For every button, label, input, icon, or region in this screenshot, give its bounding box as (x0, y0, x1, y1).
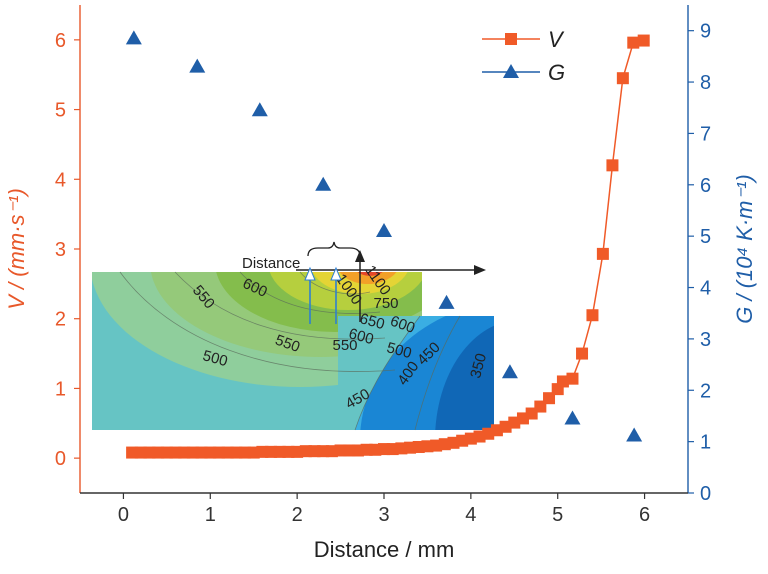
contour-label: 350 (467, 352, 490, 381)
y-right-tick-label: 2 (700, 380, 711, 402)
y-left-tick-label: 5 (55, 100, 66, 122)
x-tick-label: 4 (465, 504, 476, 526)
y-axis-right-label: G / (10⁴ K·m⁻¹) (732, 174, 757, 323)
y-left-tick-label: 2 (55, 309, 66, 331)
y-right-tick-label: 3 (700, 329, 711, 351)
series-g-point (125, 30, 142, 45)
series-v-point (556, 375, 569, 388)
legend-g-label: G (548, 60, 565, 85)
y-right-tick-label: 6 (700, 175, 711, 197)
y-left-tick-label: 0 (55, 448, 66, 470)
x-tick-label: 6 (639, 504, 650, 526)
series-v-point (616, 72, 629, 85)
legend-v-label: V (548, 27, 565, 52)
series-g-point (251, 102, 268, 117)
y-right-tick-label: 7 (700, 123, 711, 145)
y-left-tick-label: 3 (55, 239, 66, 261)
series-g-point (315, 176, 332, 191)
x-tick-label: 2 (292, 504, 303, 526)
series-v-point (566, 372, 579, 385)
y-left-tick-label: 6 (55, 30, 66, 52)
y-right-tick-label: 0 (700, 483, 711, 505)
x-tick-label: 1 (205, 504, 216, 526)
x-axis-label: Distance / mm (314, 537, 455, 562)
series-v-point (543, 392, 556, 405)
series-v-point (637, 34, 650, 47)
series-g-point (438, 294, 455, 309)
x-tick-label: 0 (118, 504, 129, 526)
series-v (126, 34, 650, 459)
contour-label: 650 (358, 310, 387, 333)
series-v-point (586, 309, 599, 322)
x-tick-label: 5 (552, 504, 563, 526)
y-right-tick-label: 1 (700, 432, 711, 454)
y-right-tick-label: 8 (700, 72, 711, 94)
series-v-point (576, 347, 589, 360)
y-right-tick-label: 9 (700, 21, 711, 43)
contour-label: 550 (332, 337, 357, 354)
y-left-tick-label: 4 (55, 169, 66, 191)
series-v-point (627, 36, 640, 49)
y-right-tick-label: 4 (700, 278, 711, 300)
series-g-point (376, 223, 392, 238)
series-g-point (501, 364, 518, 379)
series-v-point (606, 159, 619, 172)
x-tick-label: 3 (378, 504, 389, 526)
contour-label: 750 (373, 295, 398, 312)
y-axis-left-label: V / (mm·s⁻¹) (4, 188, 29, 310)
inset-annotation: Distance (242, 255, 300, 272)
series-g-point (626, 427, 643, 442)
legend-v-marker (505, 33, 517, 45)
series-g-point (189, 58, 206, 73)
contour-label: 600 (347, 325, 376, 348)
y-left-tick-label: 1 (55, 378, 66, 400)
legend-g-marker (503, 64, 519, 78)
series-g (125, 30, 643, 442)
axes: 0 1 2 3 4 5 6 0 1 2 3 4 5 6 0 1 2 3 4 5 6 7 8 9 (55, 5, 711, 526)
contour-label: 500 (385, 339, 414, 362)
series-v-point (596, 247, 609, 260)
contour-label: 500 (201, 347, 230, 370)
y-right-tick-label: 5 (700, 226, 711, 248)
legend: V G (482, 27, 565, 85)
series-g-point (564, 410, 581, 425)
